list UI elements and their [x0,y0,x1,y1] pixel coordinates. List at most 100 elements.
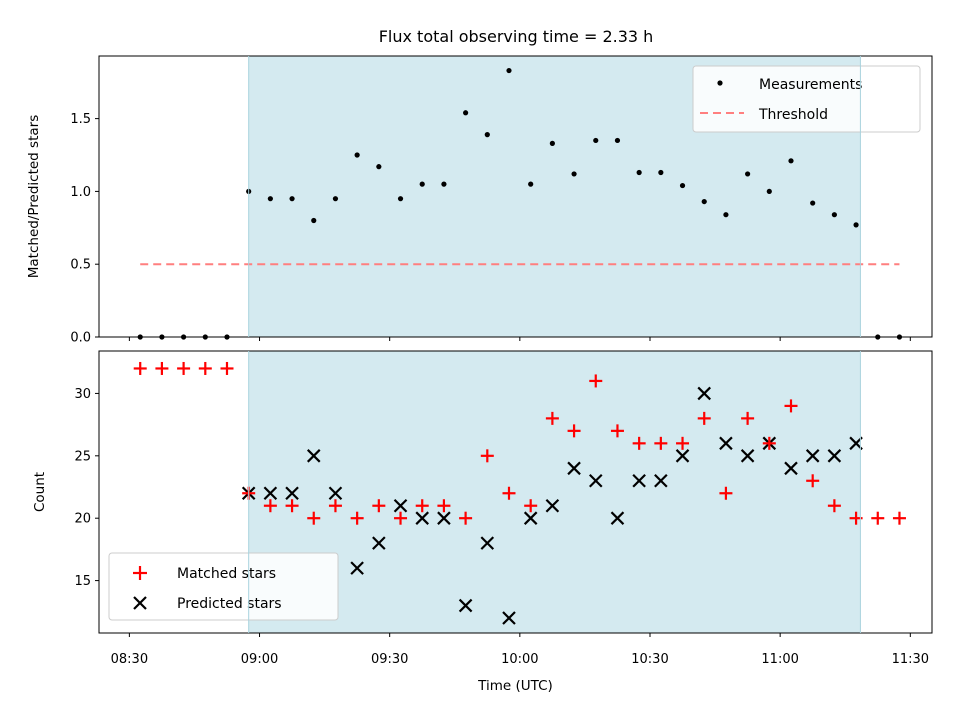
bottom-axes-frame [98,350,933,634]
predicted-stroke [523,511,538,525]
measurement-point [571,171,577,177]
legend-measurements-marker [717,80,723,86]
predicted-stroke [805,449,820,463]
bottom-y-ticks: 15 20 25 30 [74,387,99,589]
predicted-star-point [263,486,278,501]
measurement-point [376,164,382,170]
predicted-star-point [523,511,538,525]
top-y-ticks: 0.0 0.5 1.0 1.5 [70,112,99,346]
matched-star-point [480,449,494,463]
matched-star-point [415,499,429,513]
top-y-tick-label: 0.5 [70,258,91,273]
predicted-stroke [458,598,473,613]
measurement-point [441,181,447,187]
legend-predicted-marker [133,596,147,610]
predicted-star-point [437,511,451,525]
matched-star-point [697,411,711,425]
top-legend-box [692,65,921,133]
predicted-star-point [480,536,495,550]
measurement-point [831,212,837,218]
measurement-point [311,217,317,224]
top-y-tick-label: 1.5 [70,112,91,127]
bottom-y-axis-label: Count [32,472,48,512]
predicted-stroke [740,449,755,463]
matched-star-point [502,486,516,500]
top-axes-frame [98,55,933,338]
legend-predicted-label: Predicted stars [177,596,282,612]
predicted-stroke [393,498,408,513]
chart-title: Flux total observing time = 2.33 h [379,27,654,46]
predicted-stroke [306,449,321,463]
measurement-point [766,188,772,195]
measurement-point [506,67,512,74]
measurement-point [463,110,469,116]
matched-star-point [892,511,906,525]
predicted-stroke [415,511,429,525]
legend-threshold-label: Threshold [758,107,828,123]
measurement-point [354,152,360,158]
predicted-star-point [784,461,798,476]
measurement-point [745,171,751,177]
predicted-stroke [350,561,364,575]
predicted-stroke [263,486,278,501]
predicted-star-point [285,486,299,501]
matched-star-point [350,511,364,525]
matched-star-point [589,374,603,388]
matched-star-point [762,436,776,450]
predicted-star-point [350,561,364,575]
matched-star-point [610,424,624,438]
top-panel: 0.0 0.5 1.0 1.5 Matched/Predicted stars Mea… [26,55,933,346]
predicted-stroke [372,536,386,550]
predicted-star-point [610,511,625,525]
matched-star-point [632,436,646,450]
predicted-star-point [328,486,343,501]
bottom-x-tick-label: 11:30 [892,652,929,667]
predicted-star-point [588,473,603,488]
measurement-point [267,196,273,202]
matched-star-point [654,436,668,450]
bottom-x-tick-label: 08:30 [111,652,148,667]
predicted-star-point [697,386,712,401]
matched-star-point [220,361,234,375]
measurement-point [484,132,490,138]
matched-star-point [545,411,559,425]
bottom-legend: Matched stars Predicted stars [108,552,339,621]
predicted-stroke [827,449,842,463]
predicted-star-point [827,449,842,463]
measurement-point [636,169,642,176]
matched-star-point [263,499,277,513]
predicted-stroke [285,486,299,501]
measurement-point [549,140,555,146]
bottom-x-tick-label: 10:30 [631,652,668,667]
predicted-star-point [458,598,473,613]
predicted-star-point [632,473,646,488]
predicted-star-point [502,611,516,625]
predicted-stroke [437,511,451,525]
predicted-star-point [675,449,690,463]
bottom-x-tick-label: 09:00 [241,652,278,667]
top-x-ticks [128,337,911,341]
matched-star-point [285,499,299,513]
top-y-tick-label: 1.0 [70,185,91,200]
measurement-point [723,212,729,218]
measurement-point [614,137,621,144]
predicted-stroke [654,473,668,488]
measurement-point [788,158,794,164]
matched-star-point [155,361,169,375]
measurement-point [679,182,686,189]
predicted-stroke [480,536,495,550]
predicted-stroke [632,473,646,488]
predicted-stroke [502,611,516,625]
matched-star-point [676,436,690,450]
top-y-axis-label: Matched/Predicted stars [26,115,42,278]
predicted-stroke [697,386,712,401]
bottom-y-tick-label: 30 [74,387,91,402]
matched-star-point [719,486,733,500]
matched-star-point [437,499,451,513]
x-axis-label: Time (UTC) [477,678,553,694]
predicted-star-point [719,436,733,451]
top-legend: Measurements Threshold [692,65,921,133]
predicted-star-point [372,536,386,550]
matched-star-point [133,361,147,375]
predicted-stroke [588,473,603,488]
